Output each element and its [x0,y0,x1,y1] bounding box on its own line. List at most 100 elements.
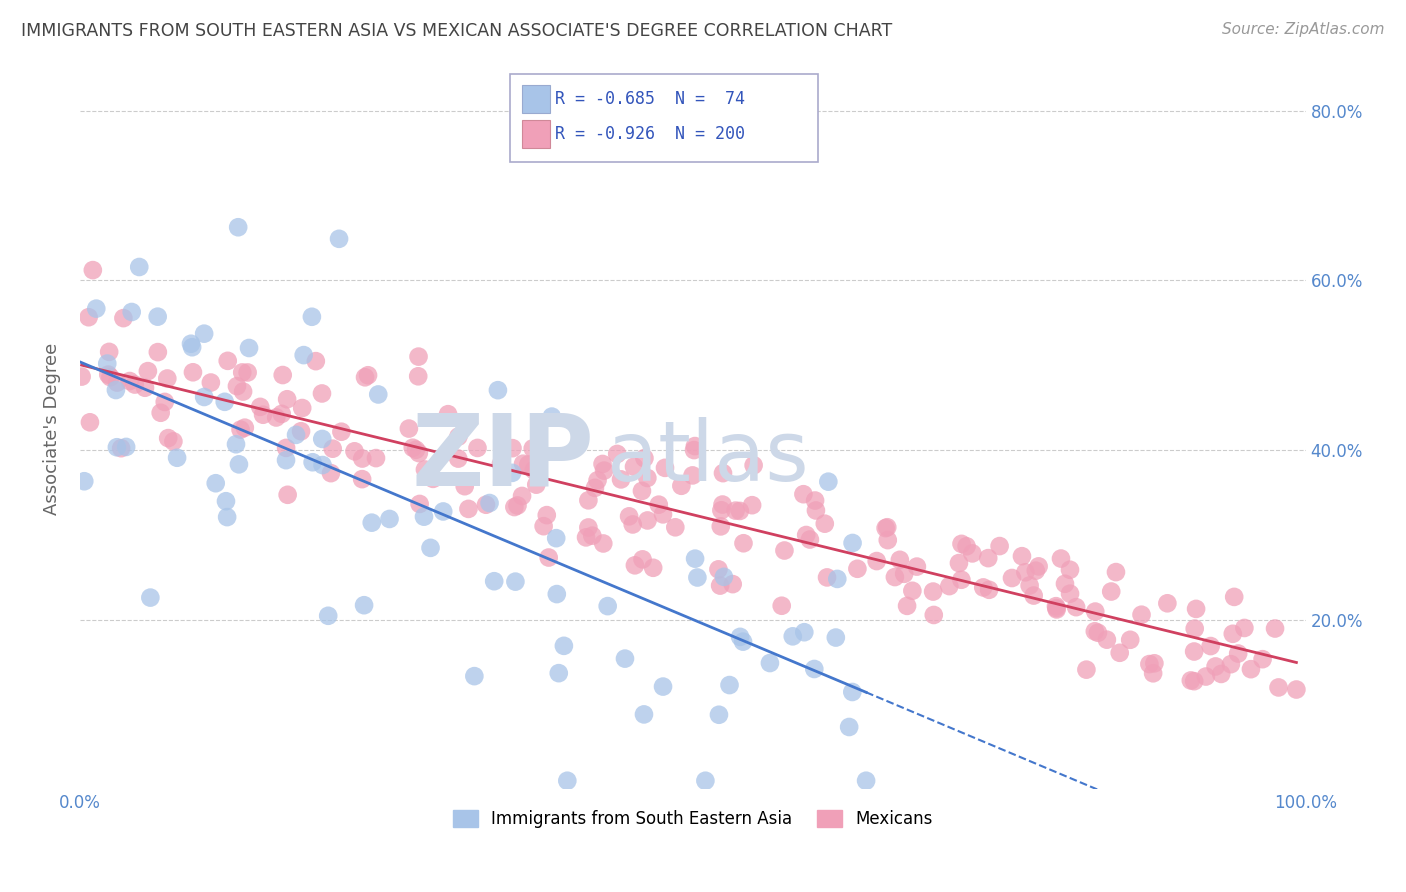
Point [233,420,256,434]
Point [311,458,333,472]
Point [217,354,239,368]
Point [364,451,387,466]
Point [614,651,637,665]
Point [875,521,897,535]
Point [1018,578,1040,592]
Point [938,579,960,593]
Point [553,639,575,653]
Point [291,401,314,415]
Legend: Immigrants from South Eastern Asia, Mexicans: Immigrants from South Eastern Asia, Mexi… [446,804,939,835]
Point [575,530,598,544]
Point [686,570,709,584]
Point [709,578,731,592]
Point [1264,622,1286,636]
Point [105,440,128,454]
Point [231,366,253,380]
Point [505,574,527,589]
Point [1219,657,1241,672]
Point [413,462,436,476]
Point [1180,673,1202,688]
Point [457,502,479,516]
Point [631,483,654,498]
Point [1142,666,1164,681]
Point [1050,551,1073,566]
Point [290,424,312,438]
Point [1240,662,1263,676]
Point [889,553,911,567]
Point [486,383,509,397]
Point [576,493,599,508]
Point [305,354,328,368]
Point [112,311,135,326]
Point [70,369,93,384]
Point [181,340,204,354]
Point [683,551,706,566]
Point [100,370,122,384]
Point [524,477,547,491]
Point [707,707,730,722]
Point [118,374,141,388]
Point [1022,589,1045,603]
Point [204,476,226,491]
Point [193,326,215,341]
Point [711,498,734,512]
Point [1199,639,1222,653]
Point [815,570,838,584]
Point [710,503,733,517]
Point [136,364,159,378]
Point [447,429,470,443]
Point [972,581,994,595]
Point [274,441,297,455]
Point [432,504,454,518]
Point [876,520,898,534]
Point [503,500,526,514]
Point [547,666,569,681]
Point [115,440,138,454]
Point [922,607,945,622]
Point [1182,644,1205,658]
Point [110,441,132,455]
Point [406,369,429,384]
Point [1222,627,1244,641]
Point [905,559,928,574]
Point [447,451,470,466]
Point [398,421,420,435]
Point [408,446,430,460]
Point [1130,607,1153,622]
Point [792,487,814,501]
Point [343,444,366,458]
Point [621,517,644,532]
Point [408,497,430,511]
Point [292,348,315,362]
Point [1076,663,1098,677]
Point [592,536,614,550]
Point [467,441,489,455]
Point [311,432,333,446]
Point [301,455,323,469]
Point [422,472,444,486]
Point [728,630,751,644]
Point [555,773,578,788]
Point [408,350,430,364]
Point [814,516,837,531]
Point [1059,563,1081,577]
Point [139,591,162,605]
Point [454,479,477,493]
Point [512,457,534,471]
Point [225,437,247,451]
Point [721,577,744,591]
Point [1267,681,1289,695]
Point [799,533,821,547]
Point [330,425,353,439]
Point [773,543,796,558]
Point [405,442,427,457]
Point [475,498,498,512]
Point [478,496,501,510]
Point [121,305,143,319]
Point [1223,590,1246,604]
Point [1084,624,1107,639]
Point [793,625,815,640]
Point [353,598,375,612]
Point [770,599,793,613]
Point [1087,625,1109,640]
